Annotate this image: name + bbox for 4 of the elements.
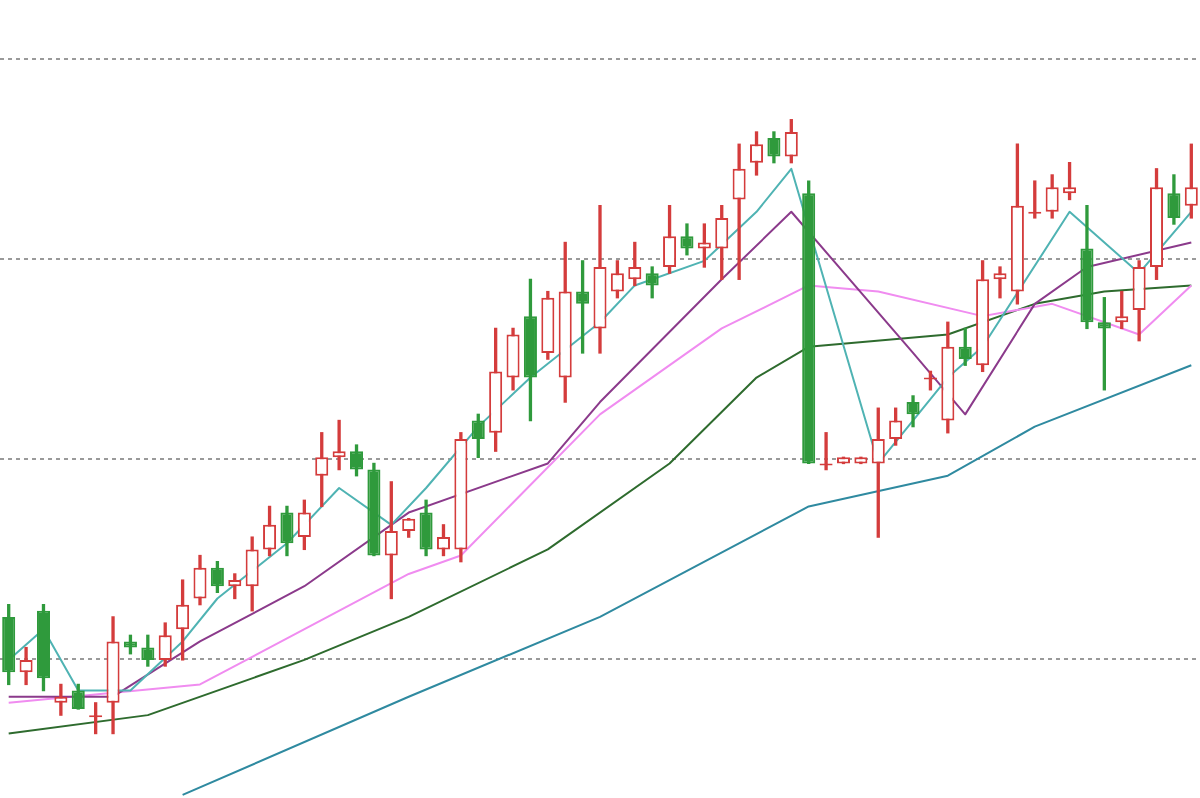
- candlestick: [993, 266, 1007, 299]
- candlestick: [732, 143, 746, 280]
- candlestick: [332, 419, 346, 471]
- candlestick: [54, 683, 68, 716]
